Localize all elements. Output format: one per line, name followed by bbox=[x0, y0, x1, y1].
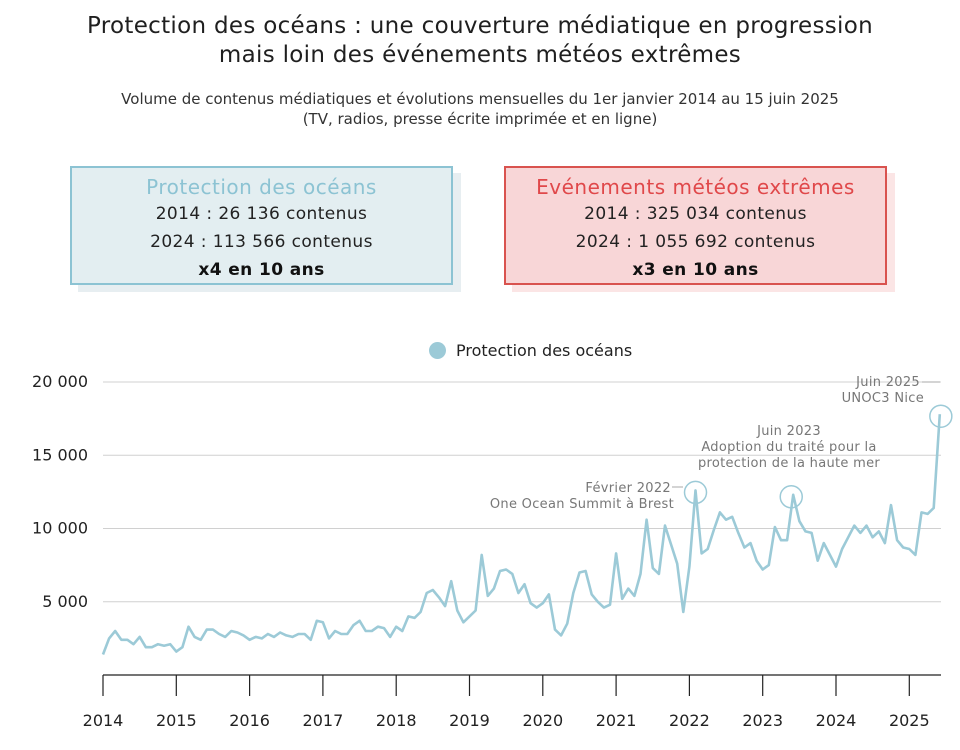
annotation-circle-jun-2023 bbox=[779, 485, 803, 509]
meteo-box-title: Evénements météos extrêmes bbox=[536, 175, 855, 199]
chart-subtitle: Volume de contenus médiatiques et évolut… bbox=[0, 89, 960, 129]
y-tick-label: 20 000 bbox=[32, 372, 88, 391]
x-tick-label: 2017 bbox=[303, 711, 344, 730]
annotation-jun-2025-line2: UNOC3 Nice bbox=[842, 391, 924, 406]
x-tick-label: 2022 bbox=[669, 711, 710, 730]
legend-label: Protection des océans bbox=[456, 340, 633, 360]
chart-title: Protection des océans : une couverture m… bbox=[0, 12, 960, 70]
y-tick-label: 15 000 bbox=[32, 445, 88, 464]
ocean-box-2014: 2014 : 26 136 contenus bbox=[155, 204, 368, 224]
annotation-feb-2022-line1: Février 2022 bbox=[585, 481, 671, 496]
meteo-summary-box: Evénements météos extrêmes 2014 : 325 03… bbox=[504, 166, 887, 285]
x-tick-label: 2014 bbox=[83, 711, 124, 730]
x-tick-label: 2020 bbox=[522, 711, 563, 730]
x-tick-label: 2019 bbox=[449, 711, 490, 730]
meteo-box-2014: 2014 : 325 034 contenus bbox=[584, 204, 807, 224]
y-tick-label: 5 000 bbox=[42, 592, 88, 611]
annotation-jun-2023-line3: protection de la haute mer bbox=[698, 456, 880, 471]
x-tick-label: 2024 bbox=[816, 711, 857, 730]
annotation-jun-2023-line1: Juin 2023 bbox=[756, 424, 821, 439]
legend-dot-icon bbox=[429, 341, 446, 359]
ocean-box-2024: 2024 : 113 566 contenus bbox=[150, 232, 373, 252]
annotation-feb-2022-line2: One Ocean Summit à Brest bbox=[490, 497, 674, 512]
chart-subtitle-line-1: Volume de contenus médiatiques et évolut… bbox=[121, 90, 839, 108]
annotation-circle-feb-2022 bbox=[683, 480, 708, 505]
annotation-circle-jun-2025 bbox=[929, 404, 953, 428]
x-tick-label: 2021 bbox=[596, 711, 637, 730]
y-tick-label: 10 000 bbox=[32, 519, 88, 538]
x-tick-label: 2015 bbox=[156, 711, 197, 730]
ocean-box-growth: x4 en 10 ans bbox=[198, 260, 325, 280]
chart-title-line-2: mais loin des événements météos extrêmes bbox=[218, 42, 742, 68]
meteo-box-2024: 2024 : 1 055 692 contenus bbox=[575, 232, 816, 252]
series-line-protection-oceans bbox=[101, 414, 942, 655]
chart-subtitle-line-2: (TV, radios, presse écrite imprimée et e… bbox=[302, 110, 658, 128]
annotation-jun-2023-line2: Adoption du traité pour la bbox=[701, 440, 876, 455]
x-tick-label: 2018 bbox=[376, 711, 417, 730]
annotation-jun-2025-line1: Juin 2025 bbox=[855, 375, 920, 390]
x-tick-label: 2025 bbox=[889, 711, 930, 730]
meteo-box-growth: x3 en 10 ans bbox=[632, 260, 759, 280]
ocean-box-title: Protection des océans bbox=[146, 175, 377, 199]
chart-legend: Protection des océans bbox=[429, 339, 632, 361]
ocean-summary-box: Protection des océans 2014 : 26 136 cont… bbox=[70, 166, 453, 285]
chart-title-line-1: Protection des océans : une couverture m… bbox=[87, 13, 873, 39]
x-tick-label: 2023 bbox=[742, 711, 783, 730]
x-tick-label: 2016 bbox=[229, 711, 270, 730]
